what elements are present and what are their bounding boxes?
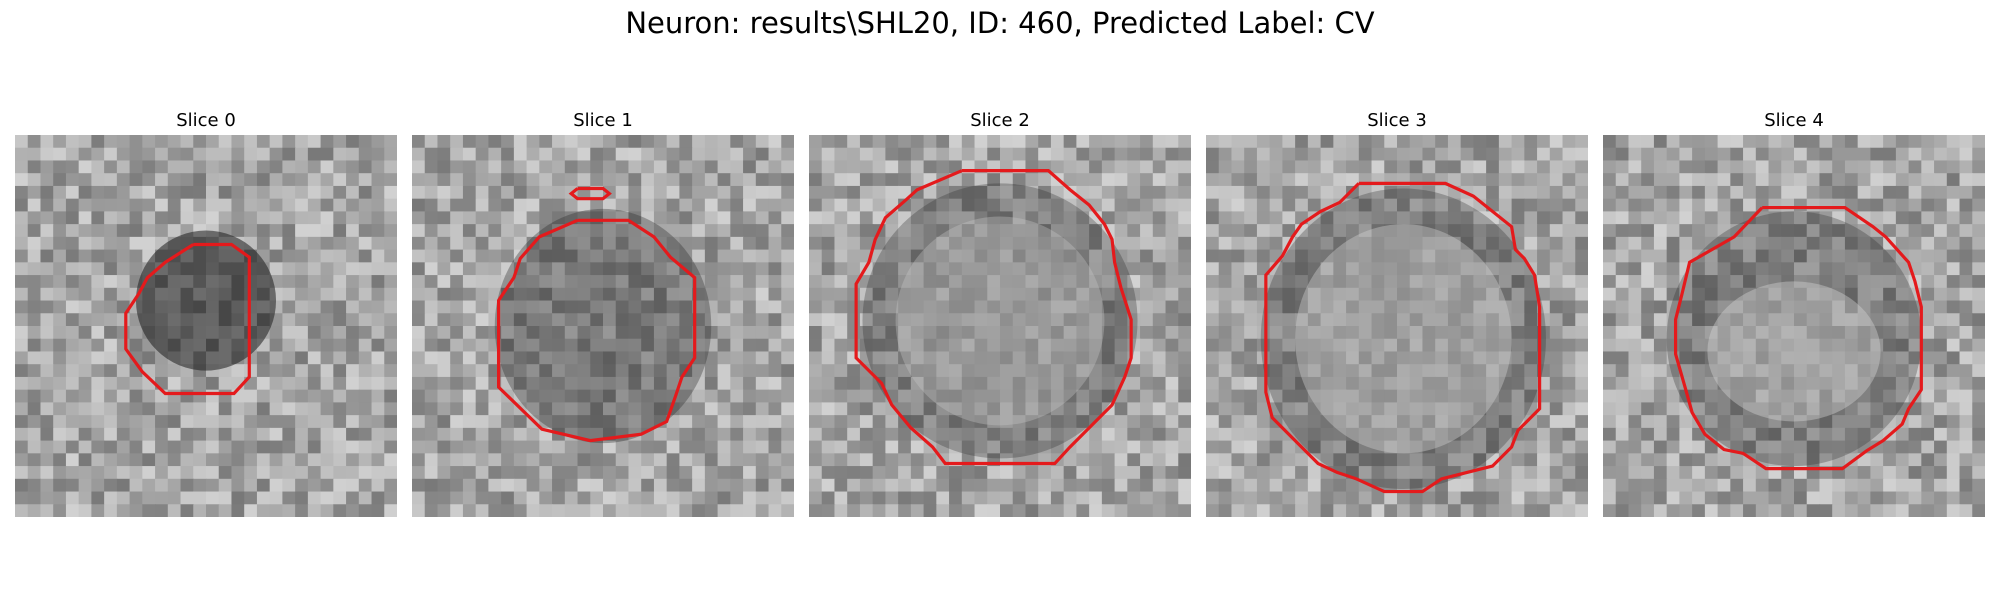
- grayscale-pixels: [15, 135, 397, 517]
- slice-svg-4: [1603, 135, 1985, 517]
- figure-title: Neuron: results\SHL20, ID: 460, Predicte…: [625, 6, 1375, 40]
- slice-title-3: Slice 3: [1367, 110, 1427, 131]
- slice-svg-1: [412, 135, 794, 517]
- slice-title-2: Slice 2: [970, 110, 1030, 131]
- slice-image-1: [412, 135, 794, 517]
- slice-svg-2: [809, 135, 1191, 517]
- slice-title-0: Slice 0: [176, 110, 236, 131]
- slice-image-4: [1603, 135, 1985, 517]
- slice-image-3: [1206, 135, 1588, 517]
- slice-image-2: [809, 135, 1191, 517]
- segmentation-contour: [496, 218, 697, 443]
- grayscale-pixels: [1603, 135, 1985, 517]
- slice-panel-0: Slice 0: [15, 110, 397, 517]
- slice-panel-2: Slice 2: [809, 110, 1191, 517]
- slice-panel-4: Slice 4: [1603, 110, 1985, 517]
- segmentation-contour: [124, 242, 251, 396]
- segmentation-contour: [854, 169, 1133, 466]
- slice-title-1: Slice 1: [573, 110, 633, 131]
- segmentation-contour: [568, 186, 612, 201]
- segmentation-contour: [1264, 181, 1542, 494]
- slice-panel-1: Slice 1: [412, 110, 794, 517]
- slice-svg-3: [1206, 135, 1588, 517]
- slice-title-4: Slice 4: [1764, 110, 1824, 131]
- grayscale-pixels: [412, 135, 794, 517]
- slice-image-0: [15, 135, 397, 517]
- segmentation-contour: [1673, 205, 1923, 471]
- grayscale-pixels: [809, 135, 1191, 517]
- slice-svg-0: [15, 135, 397, 517]
- slice-panel-3: Slice 3: [1206, 110, 1588, 517]
